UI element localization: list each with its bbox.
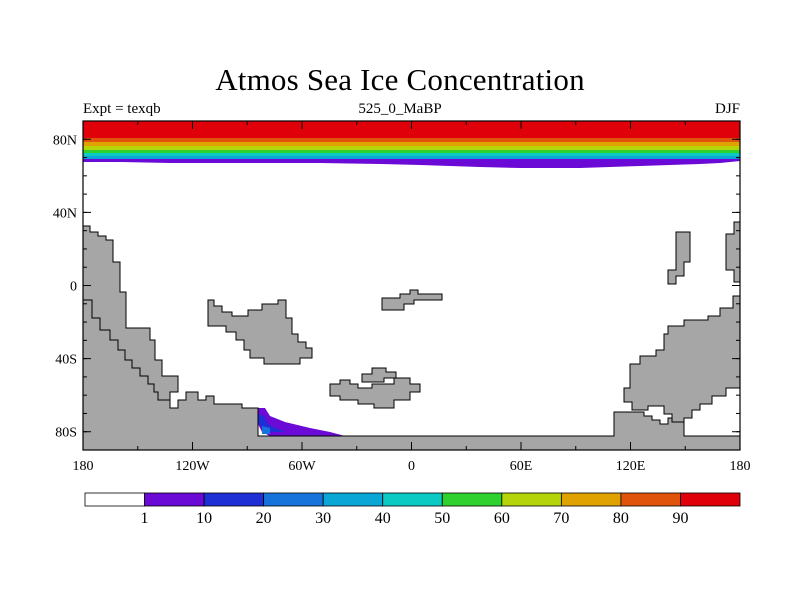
land-southern-island xyxy=(329,377,421,409)
land-south-west-continent xyxy=(83,299,740,450)
legend-label: 50 xyxy=(434,510,450,527)
land xyxy=(83,221,740,450)
legend-swatch xyxy=(382,492,443,507)
ice-band-1 xyxy=(83,159,740,168)
x-tick-label: 180 xyxy=(730,459,751,474)
legend-label: 90 xyxy=(672,510,688,527)
ice-band-50 xyxy=(83,150,740,153)
legend-swatch xyxy=(144,492,205,507)
legend-swatch xyxy=(501,492,562,507)
y-tick-label: 80N xyxy=(53,133,77,148)
x-tick-label: 120W xyxy=(175,459,210,474)
legend-label: 40 xyxy=(375,510,391,527)
land-central-mass xyxy=(207,299,313,365)
x-tick-label: 0 xyxy=(408,459,415,474)
legend-swatch xyxy=(441,492,503,507)
legend-swatch xyxy=(263,492,324,507)
color-legend: 1 10 20 30 40 50 60 70 80 90 xyxy=(84,492,741,527)
ice-band-30 xyxy=(83,156,740,159)
legend-swatch xyxy=(322,492,384,507)
x-tick-label: 120E xyxy=(616,459,646,474)
legend-swatch xyxy=(84,492,145,507)
y-tick-label: 80S xyxy=(55,426,77,441)
legend-label: 70 xyxy=(553,510,569,527)
legend-label: 20 xyxy=(256,510,272,527)
x-tick-label: 60E xyxy=(510,459,533,474)
land-equatorial-island xyxy=(381,289,443,311)
experiment-label: Expt = texqb xyxy=(83,101,161,117)
legend-swatch xyxy=(680,492,741,507)
period-label: 525_0_MaBP xyxy=(358,101,442,117)
y-tick-label: 0 xyxy=(70,280,77,295)
antarctic-ice-30 xyxy=(262,426,270,434)
season-label: DJF xyxy=(714,101,740,117)
legend-label: 60 xyxy=(494,510,510,527)
map-title: Atmos Sea Ice Concentration xyxy=(215,62,585,97)
land-small-island xyxy=(361,367,397,383)
ice-band-90 xyxy=(83,121,740,138)
legend-label: 80 xyxy=(613,510,629,527)
legend-label: 10 xyxy=(196,510,212,527)
legend-label: 30 xyxy=(315,510,331,527)
legend-swatch xyxy=(203,492,265,507)
legend-swatch xyxy=(620,492,681,507)
land-east-island xyxy=(667,231,691,285)
x-tick-label: 180 xyxy=(73,459,94,474)
legend-label: 1 xyxy=(141,510,149,527)
legend-swatch xyxy=(560,492,622,507)
ice-band-40 xyxy=(83,153,740,156)
ice-band-60 xyxy=(83,146,740,150)
ice-band-70 xyxy=(83,142,740,146)
ice-band-80 xyxy=(83,138,740,142)
x-tick-label: 60W xyxy=(288,459,316,474)
antarctic-ice-1 xyxy=(258,408,345,436)
arctic-sea-ice xyxy=(83,121,740,168)
y-tick-label: 40S xyxy=(55,353,77,368)
land-east-continent xyxy=(623,295,740,423)
axis-ticks: 80N 40N 0 40S 80S 180 120W 60W 0 60E 120E 180 xyxy=(53,120,751,474)
y-tick-label: 40N xyxy=(53,206,77,221)
